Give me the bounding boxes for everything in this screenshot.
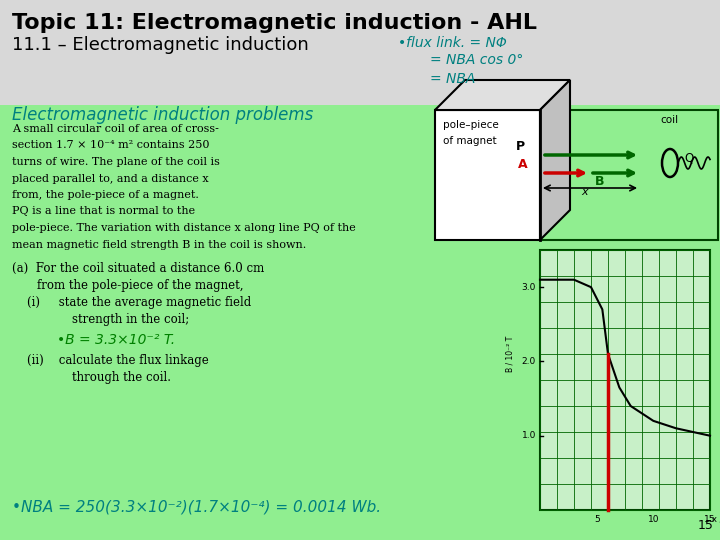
Text: pole-piece. The variation with distance x along line PQ of the: pole-piece. The variation with distance … [12,223,356,233]
Text: = NBA cos 0°: = NBA cos 0° [430,53,523,67]
Text: x: x [582,187,588,197]
Text: (ii)    calculate the flux linkage: (ii) calculate the flux linkage [27,354,209,367]
Text: 1.0: 1.0 [521,431,536,440]
Text: B: B [595,175,605,188]
Bar [0,105,720,540]
Bar [540,250,710,510]
Text: = NBA: = NBA [430,72,475,86]
Text: coil: coil [660,115,678,125]
Bar [540,110,718,240]
Text: mean magnetic field strength B in the coil is shown.: mean magnetic field strength B in the co… [12,240,306,249]
Text: from, the pole-piece of a magnet.: from, the pole-piece of a magnet. [12,190,199,200]
Text: •B = 3.3×10⁻² T.: •B = 3.3×10⁻² T. [57,333,175,347]
Text: from the pole-piece of the magnet,: from the pole-piece of the magnet, [37,279,243,292]
FancyBboxPatch shape [435,110,540,240]
Text: pole–piece: pole–piece [443,120,499,130]
Text: •NBA = 250(3.3×10⁻²)(1.7×10⁻⁴) = 0.0014 Wb.: •NBA = 250(3.3×10⁻²)(1.7×10⁻⁴) = 0.0014 … [12,500,381,515]
Polygon shape [540,80,570,240]
Text: 3.0: 3.0 [521,282,536,292]
Text: (i)     state the average magnetic field: (i) state the average magnetic field [27,296,251,309]
Text: 15: 15 [698,519,714,532]
Text: of magnet: of magnet [443,136,497,146]
Text: 2.0: 2.0 [522,357,536,366]
Text: Q: Q [684,152,693,165]
Text: 11.1 – Electromagnetic induction: 11.1 – Electromagnetic induction [12,36,309,54]
Text: turns of wire. The plane of the coil is: turns of wire. The plane of the coil is [12,157,220,167]
Text: through the coil.: through the coil. [72,371,171,384]
Bar [0,0,720,105]
Text: section 1.7 × 10⁻⁴ m² contains 250: section 1.7 × 10⁻⁴ m² contains 250 [12,140,210,151]
Text: 10: 10 [647,515,659,524]
Text: x / cm: x / cm [712,515,720,524]
Text: •flux link. = NΦ: •flux link. = NΦ [398,36,507,50]
Text: Electromagnetic induction problems: Electromagnetic induction problems [12,106,313,124]
Text: PQ is a line that is normal to the: PQ is a line that is normal to the [12,206,195,217]
Text: Topic 11: Electromagnetic induction - AHL: Topic 11: Electromagnetic induction - AH… [12,13,537,33]
Text: 15: 15 [704,515,716,524]
Text: strength in the coil;: strength in the coil; [72,313,189,326]
Text: A: A [518,158,528,171]
Polygon shape [435,80,570,110]
Text: P: P [516,140,525,153]
Text: 5: 5 [594,515,600,524]
Text: B / 10⁻² T: B / 10⁻² T [505,336,515,372]
Text: A small circular coil of area of cross-: A small circular coil of area of cross- [12,124,219,134]
Text: (a)  For the coil situated a distance 6.0 cm: (a) For the coil situated a distance 6.0… [12,262,264,275]
Text: placed parallel to, and a distance x: placed parallel to, and a distance x [12,173,209,184]
